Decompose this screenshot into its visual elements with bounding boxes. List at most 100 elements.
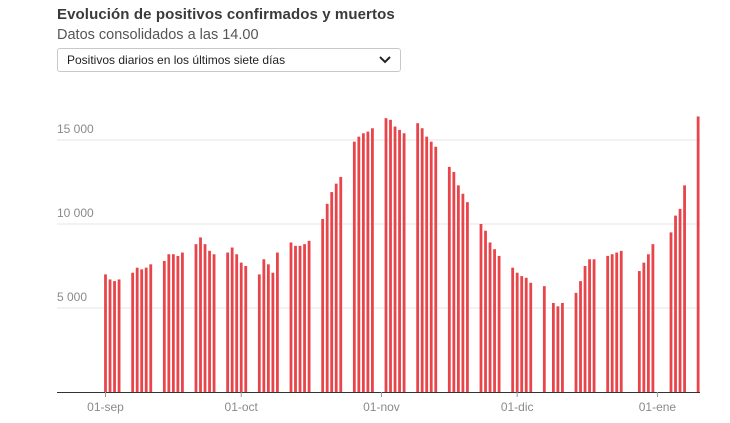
bar[interactable] (619, 250, 623, 392)
bar[interactable] (303, 244, 306, 392)
bar[interactable] (425, 136, 429, 392)
bar[interactable] (615, 252, 619, 392)
bar[interactable] (244, 266, 248, 392)
grid-lines: 5 000 10 000 15 000 (57, 122, 700, 309)
x-tick-label: 01-ene (639, 400, 677, 414)
bar[interactable] (434, 146, 438, 392)
bar[interactable] (330, 192, 334, 392)
bar[interactable] (212, 254, 216, 392)
bar[interactable] (176, 255, 180, 392)
bar[interactable] (167, 254, 171, 392)
bar[interactable] (561, 302, 564, 392)
bar[interactable] (651, 244, 655, 392)
bar[interactable] (235, 254, 239, 392)
bar[interactable] (447, 166, 451, 392)
bar[interactable] (461, 193, 465, 392)
bar[interactable] (642, 262, 646, 392)
bar[interactable] (230, 247, 234, 392)
bar[interactable] (361, 133, 365, 392)
x-axis: 01-sep 01-oct 01-nov 01-dic 01-ene (57, 392, 700, 414)
bar[interactable] (583, 266, 587, 392)
bar[interactable] (371, 128, 374, 393)
bar[interactable] (321, 218, 325, 392)
bar[interactable] (104, 274, 107, 392)
bar[interactable] (511, 267, 515, 392)
bar[interactable] (393, 126, 397, 392)
bar[interactable] (149, 264, 153, 392)
bar[interactable] (551, 302, 555, 392)
bar[interactable] (339, 176, 343, 392)
bar[interactable] (606, 255, 610, 392)
bar[interactable] (466, 202, 469, 392)
bar[interactable] (294, 245, 297, 392)
bar[interactable] (144, 267, 148, 392)
bar[interactable] (389, 119, 392, 392)
bar[interactable] (529, 282, 533, 392)
bar[interactable] (452, 171, 456, 392)
x-tick-label: 01-dic (501, 400, 534, 414)
metric-selector-value: Positivos diarios en los últimos siete d… (67, 53, 286, 67)
bar[interactable] (208, 250, 211, 392)
bar[interactable] (456, 185, 460, 392)
bar[interactable] (334, 183, 338, 392)
bar[interactable] (497, 255, 501, 392)
bar[interactable] (135, 267, 139, 392)
bar[interactable] (298, 245, 302, 392)
chart-title: Evolución de positivos confirmados y mue… (57, 6, 395, 23)
bar[interactable] (366, 131, 370, 392)
bar[interactable] (117, 279, 121, 392)
bar[interactable] (429, 141, 433, 392)
bar[interactable] (488, 242, 492, 392)
bar[interactable] (515, 272, 519, 392)
bar[interactable] (307, 240, 311, 392)
metric-selector[interactable]: Positivos diarios en los últimos siete d… (57, 48, 401, 72)
bar[interactable] (171, 254, 175, 392)
bar[interactable] (678, 208, 682, 392)
bar[interactable] (325, 203, 329, 392)
bar[interactable] (257, 274, 261, 392)
bar[interactable] (162, 260, 166, 392)
bar[interactable] (113, 281, 116, 392)
bar[interactable] (131, 272, 135, 392)
bar[interactable] (696, 116, 700, 392)
bar[interactable] (479, 224, 483, 392)
x-tick-label: 01-oct (225, 400, 259, 414)
bar[interactable] (140, 269, 144, 392)
bar[interactable] (669, 232, 673, 392)
bar[interactable] (637, 271, 641, 392)
bar[interactable] (402, 133, 406, 392)
bar[interactable] (398, 129, 401, 393)
bar[interactable] (108, 279, 112, 392)
bar[interactable] (416, 123, 420, 392)
bar[interactable] (239, 262, 243, 392)
bar[interactable] (276, 252, 279, 392)
bar[interactable] (574, 292, 578, 392)
bar[interactable] (579, 281, 582, 392)
bar[interactable] (271, 272, 275, 392)
bar[interactable] (357, 136, 361, 392)
bar[interactable] (592, 259, 596, 392)
bar[interactable] (262, 259, 266, 392)
bar[interactable] (484, 230, 487, 392)
bar[interactable] (194, 244, 198, 392)
bar[interactable] (646, 254, 650, 392)
bar[interactable] (674, 215, 677, 392)
bar[interactable] (266, 264, 270, 392)
bar[interactable] (420, 128, 424, 393)
bar[interactable] (199, 237, 202, 392)
bar[interactable] (289, 242, 293, 392)
bar[interactable] (203, 244, 207, 392)
bar[interactable] (384, 118, 388, 392)
bar[interactable] (588, 259, 591, 392)
bar[interactable] (610, 254, 614, 392)
bar[interactable] (493, 249, 496, 392)
bar[interactable] (352, 141, 356, 392)
bar[interactable] (181, 252, 184, 392)
bar[interactable] (226, 252, 230, 392)
bar[interactable] (542, 286, 546, 392)
bar[interactable] (520, 276, 524, 392)
bar[interactable] (556, 306, 560, 392)
bar[interactable] (683, 185, 686, 392)
bar[interactable] (524, 277, 528, 392)
